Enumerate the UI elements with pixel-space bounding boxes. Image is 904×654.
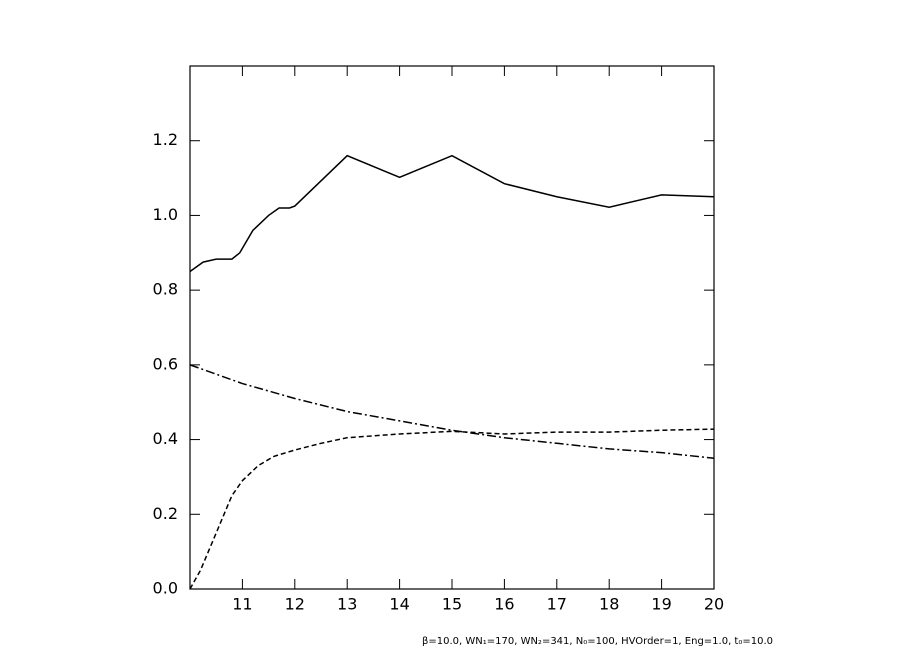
x-tick-label: 11 [232, 595, 252, 614]
y-tick-label: 1.2 [153, 130, 178, 149]
line [189, 154, 715, 273]
line [189, 364, 715, 459]
x-tick-label: 15 [442, 595, 462, 614]
y-tick-label: 0.4 [153, 429, 178, 448]
plot-frame [189, 65, 715, 590]
y-tick-label: 0.8 [153, 280, 178, 299]
line [189, 428, 715, 590]
x-tick-label: 12 [285, 595, 305, 614]
y-tick-label: 0.0 [153, 579, 178, 598]
x-tick-label: 20 [704, 595, 724, 614]
annotation: β=10.0, WN₁=170, WN₂=341, N₀=100, HVOrde… [422, 636, 773, 647]
x-tick-label: 19 [651, 595, 671, 614]
y-tick-label: 1.0 [153, 205, 178, 224]
x-tick-label: 18 [599, 595, 619, 614]
x-tick-label: 17 [547, 595, 567, 614]
x-tick-label: 13 [337, 595, 357, 614]
x-tick-label: 16 [494, 595, 514, 614]
y-tick-label: 0.2 [153, 504, 178, 523]
y-tick-label: 0.6 [153, 354, 178, 373]
x-tick-label: 14 [389, 595, 409, 614]
